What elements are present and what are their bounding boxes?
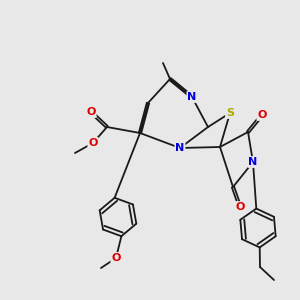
Text: O: O (88, 138, 98, 148)
Text: O: O (257, 110, 267, 120)
Text: N: N (188, 92, 196, 102)
Text: S: S (226, 108, 234, 118)
Text: O: O (235, 202, 245, 212)
Text: O: O (86, 107, 96, 117)
Text: N: N (248, 157, 258, 167)
Text: O: O (111, 253, 121, 263)
Text: N: N (176, 143, 184, 153)
